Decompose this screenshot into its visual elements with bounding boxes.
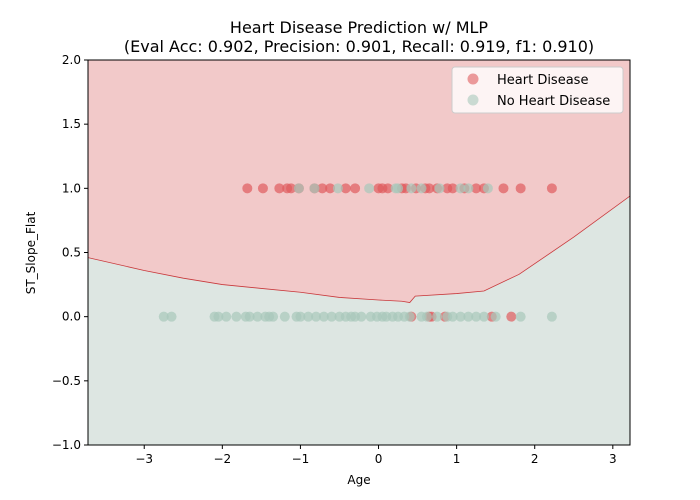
point-no-heart-disease — [166, 311, 177, 322]
x-tick-label: 1 — [453, 452, 461, 466]
y-tick-label: 0.5 — [62, 246, 81, 260]
point-no-heart-disease — [213, 311, 224, 322]
point-heart-disease — [350, 183, 361, 194]
y-axis-label: ST_Slope_Flat — [24, 211, 38, 294]
x-axis-label: Age — [347, 473, 370, 487]
decision-boundary-line — [88, 195, 630, 303]
legend-marker-heart-disease — [467, 73, 479, 85]
point-no-heart-disease — [332, 183, 343, 194]
legend-label-no-heart-disease: No Heart Disease — [497, 94, 610, 109]
point-no-heart-disease — [318, 311, 329, 322]
point-heart-disease — [274, 183, 285, 194]
x-axis-ticks: −3 −2 −1 0 1 2 3 — [135, 445, 617, 466]
x-tick-label: 3 — [609, 452, 617, 466]
x-tick-label: 0 — [375, 452, 383, 466]
point-no-heart-disease — [416, 183, 427, 194]
point-heart-disease — [340, 183, 351, 194]
point-no-heart-disease — [478, 311, 489, 322]
legend-marker-no-heart-disease — [467, 94, 479, 106]
y-axis-ticks: −1.0 −0.5 0.0 0.5 1.0 1.5 2.0 — [52, 53, 88, 452]
plot-area — [88, 60, 630, 445]
y-tick-label: −0.5 — [52, 374, 81, 388]
point-heart-disease — [546, 183, 557, 194]
point-heart-disease — [325, 183, 336, 194]
point-heart-disease — [257, 183, 268, 194]
point-heart-disease — [286, 183, 297, 194]
point-no-heart-disease — [471, 311, 482, 322]
heart-disease-region — [88, 60, 630, 303]
point-no-heart-disease — [393, 183, 404, 194]
point-no-heart-disease — [546, 311, 557, 322]
chart-title: Heart Disease Prediction w/ MLP — [230, 18, 488, 37]
point-no-heart-disease — [295, 311, 306, 322]
point-no-heart-disease — [463, 183, 474, 194]
y-tick-label: 1.5 — [62, 117, 81, 131]
point-no-heart-disease — [455, 183, 466, 194]
point-heart-disease — [498, 183, 509, 194]
point-no-heart-disease — [434, 183, 445, 194]
point-no-heart-disease — [482, 183, 493, 194]
y-tick-label: 1.0 — [62, 181, 81, 195]
legend: Heart Disease No Heart Disease — [451, 66, 624, 114]
point-no-heart-disease — [303, 311, 314, 322]
point-no-heart-disease — [231, 311, 242, 322]
point-no-heart-disease — [244, 311, 255, 322]
point-no-heart-disease — [252, 311, 263, 322]
point-no-heart-disease — [432, 311, 443, 322]
point-no-heart-disease — [293, 183, 304, 194]
point-no-heart-disease — [309, 183, 320, 194]
point-no-heart-disease — [158, 311, 169, 322]
point-heart-disease — [447, 183, 458, 194]
point-no-heart-disease — [221, 311, 232, 322]
point-no-heart-disease — [421, 311, 432, 322]
point-no-heart-disease — [490, 311, 501, 322]
point-no-heart-disease — [463, 311, 474, 322]
point-no-heart-disease — [406, 183, 417, 194]
legend-box — [451, 66, 624, 114]
point-heart-disease — [515, 183, 526, 194]
point-no-heart-disease — [515, 311, 526, 322]
point-no-heart-disease — [268, 311, 279, 322]
y-tick-label: −1.0 — [52, 438, 81, 452]
chart-subtitle: (Eval Acc: 0.902, Precision: 0.901, Reca… — [124, 37, 594, 56]
y-tick-label: 0.0 — [62, 310, 81, 324]
legend-label-heart-disease: Heart Disease — [497, 73, 588, 88]
point-no-heart-disease — [455, 311, 466, 322]
point-heart-disease — [242, 183, 253, 194]
point-heart-disease — [382, 183, 393, 194]
y-tick-label: 2.0 — [62, 53, 81, 67]
scatter-points — [158, 183, 557, 322]
point-no-heart-disease — [279, 311, 290, 322]
point-no-heart-disease — [356, 311, 367, 322]
point-no-heart-disease — [404, 311, 415, 322]
point-no-heart-disease — [326, 311, 337, 322]
point-heart-disease — [506, 311, 517, 322]
point-heart-disease — [317, 183, 328, 194]
x-tick-label: −2 — [213, 452, 231, 466]
point-no-heart-disease — [311, 311, 322, 322]
x-tick-label: −1 — [292, 452, 310, 466]
point-no-heart-disease — [364, 183, 375, 194]
point-heart-disease — [471, 183, 482, 194]
x-tick-label: −3 — [135, 452, 153, 466]
point-heart-disease — [424, 183, 435, 194]
point-no-heart-disease — [447, 311, 458, 322]
x-tick-label: 2 — [531, 452, 539, 466]
